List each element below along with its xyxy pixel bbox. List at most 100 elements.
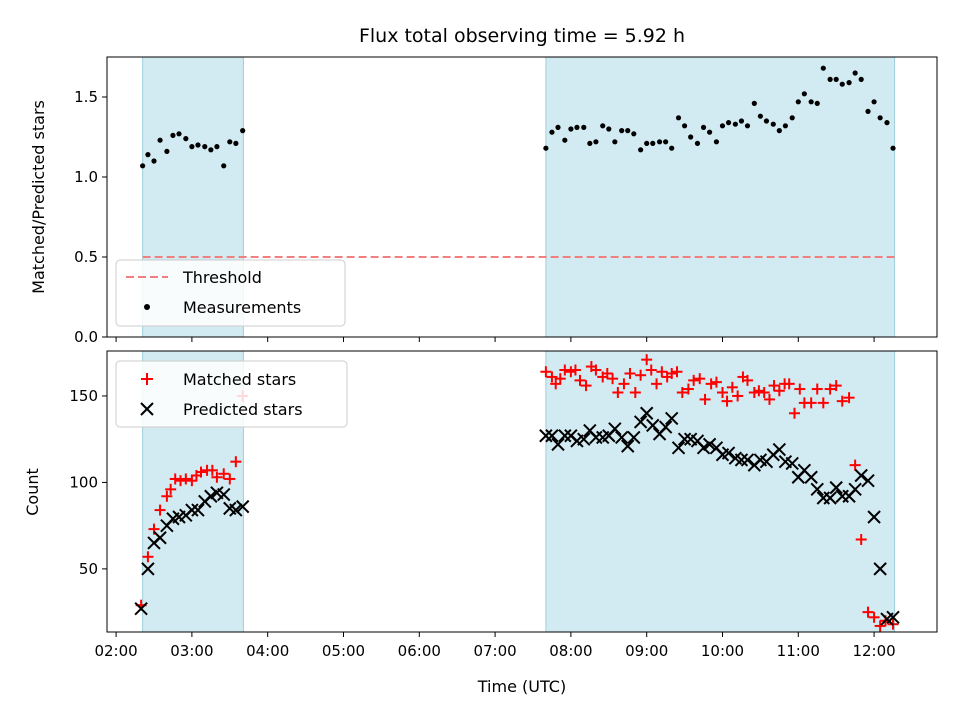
plus-point-1-0-7 <box>175 475 187 487</box>
x-tick-label-9: 11:00 <box>777 642 820 660</box>
plus-point-1-0-60 <box>758 387 770 399</box>
dot-point-0-0-30 <box>625 128 631 134</box>
dot-point-0-0-52 <box>763 118 770 124</box>
dot-point-0-0-68 <box>865 108 871 114</box>
dot-point-0-0-53 <box>770 121 776 127</box>
dot-point-0-0-67 <box>858 76 864 82</box>
dot-point-0-0-42 <box>700 124 707 130</box>
dot-point-0-0-55 <box>782 123 789 129</box>
dot-point-0-0-19 <box>555 124 561 130</box>
y-tick-label-0-0: 0.0 <box>74 328 98 346</box>
plus-point-1-0-61 <box>763 393 775 405</box>
x-point-1-1-23 <box>577 432 591 446</box>
legend-matched-swatch <box>141 373 153 385</box>
dot-point-0-0-69 <box>871 99 877 105</box>
plus-point-1-0-76 <box>849 459 861 471</box>
plus-point-1-0-37 <box>635 369 647 381</box>
plus-point-1-0-39 <box>645 364 657 376</box>
plus-point-1-0-22 <box>554 373 566 385</box>
plus-point-1-0-13 <box>206 464 218 476</box>
x-point-1-1-19 <box>551 437 565 452</box>
x-tick-label-5: 07:00 <box>473 642 516 660</box>
x-point-1-1-39 <box>677 432 692 446</box>
x-point-1-1-56 <box>785 456 799 471</box>
x-axis-label: Time (UTC) <box>477 677 566 696</box>
dot-point-0-0-65 <box>846 80 852 86</box>
plus-point-1-0-79 <box>868 611 880 623</box>
plus-point-1-0-54 <box>726 381 738 393</box>
plus-point-1-0-8 <box>180 473 192 485</box>
legend-measurements-label: Measurements <box>183 298 301 317</box>
x-point-1-1-42 <box>696 441 711 455</box>
x-point-1-1-29 <box>614 430 629 445</box>
plus-point-1-0-48 <box>694 373 706 385</box>
plus-point-1-0-31 <box>601 367 613 379</box>
dot-point-0-0-4 <box>164 148 170 154</box>
x-point-1-1-8 <box>185 503 199 517</box>
dot-point-0-0-17 <box>543 145 549 151</box>
dot-point-0-0-11 <box>208 147 214 153</box>
x-point-1-1-30 <box>621 439 635 453</box>
dot-point-0-0-2 <box>151 158 157 164</box>
dot-point-0-0-27 <box>606 126 612 132</box>
dot-point-0-0-21 <box>568 126 574 132</box>
dot-point-0-0-62 <box>827 76 833 82</box>
x-point-1-1-62 <box>823 491 837 505</box>
plus-point-1-0-15 <box>218 468 230 480</box>
plus-point-1-0-72 <box>824 383 836 395</box>
y-tick-label-0-2: 1.0 <box>74 168 98 186</box>
plus-point-1-0-27 <box>580 380 592 392</box>
count-y-axis-label: Count <box>23 468 42 516</box>
x-point-1-1-18 <box>545 429 559 443</box>
plus-point-1-0-3 <box>154 504 166 516</box>
count-panel-frame <box>106 350 938 633</box>
plus-point-1-0-67 <box>794 383 806 395</box>
x-point-1-1-54 <box>772 442 787 457</box>
y-tick-label-1-1: 100 <box>69 473 98 491</box>
plus-point-1-0-44 <box>671 366 683 378</box>
x-point-1-1-3 <box>153 531 167 545</box>
x-point-1-1-31 <box>627 430 641 445</box>
chart-title: Flux total observing time = 5.92 h <box>359 25 685 47</box>
dot-point-0-0-34 <box>650 140 656 146</box>
x-point-1-1-28 <box>608 422 622 436</box>
dot-point-0-0-18 <box>549 129 555 135</box>
dot-point-0-0-0 <box>140 163 146 169</box>
dot-point-0-0-20 <box>562 137 568 143</box>
plus-point-1-0-34 <box>618 378 630 390</box>
dot-point-0-0-6 <box>176 131 182 137</box>
plus-point-1-0-17 <box>230 456 242 468</box>
x-tick-label-10: 12:00 <box>852 642 895 660</box>
dot-point-0-0-37 <box>669 145 675 151</box>
dot-point-0-0-24 <box>587 140 593 146</box>
dot-point-0-0-14 <box>227 139 233 145</box>
x-point-1-1-38 <box>671 441 686 455</box>
count-legend: Matched stars Predicted stars <box>115 360 348 428</box>
plus-point-1-0-32 <box>607 373 619 385</box>
dot-point-0-0-57 <box>795 99 801 105</box>
legend-predicted-swatch <box>140 402 154 416</box>
plus-point-1-0-71 <box>817 397 829 409</box>
x-point-1-1-43 <box>702 437 717 452</box>
dot-point-0-0-46 <box>725 120 732 126</box>
dot-point-0-0-63 <box>833 76 839 82</box>
dot-point-0-0-12 <box>214 144 220 150</box>
dot-point-0-0-49 <box>744 123 751 129</box>
dot-point-0-0-22 <box>574 124 580 130</box>
count-panel: 50 100 150 02:00 03:00 04:00 05:00 06:00 07:00 0… <box>23 350 938 660</box>
dot-point-0-0-43 <box>707 129 713 135</box>
plus-point-1-0-65 <box>783 378 795 390</box>
plus-point-1-0-29 <box>590 364 602 376</box>
dot-point-0-0-5 <box>170 132 176 138</box>
dot-point-0-0-15 <box>233 140 239 146</box>
dot-point-0-0-66 <box>852 70 858 76</box>
dot-point-0-0-48 <box>738 118 745 124</box>
dot-point-0-0-31 <box>631 131 637 137</box>
plus-point-1-0-55 <box>732 390 744 402</box>
dot-point-0-0-54 <box>776 128 782 134</box>
plus-point-1-0-53 <box>721 395 733 407</box>
dot-point-0-0-44 <box>713 139 720 145</box>
x-point-1-1-0 <box>134 601 148 616</box>
x-point-1-1-16 <box>235 499 250 514</box>
x-point-1-1-1 <box>141 562 155 576</box>
